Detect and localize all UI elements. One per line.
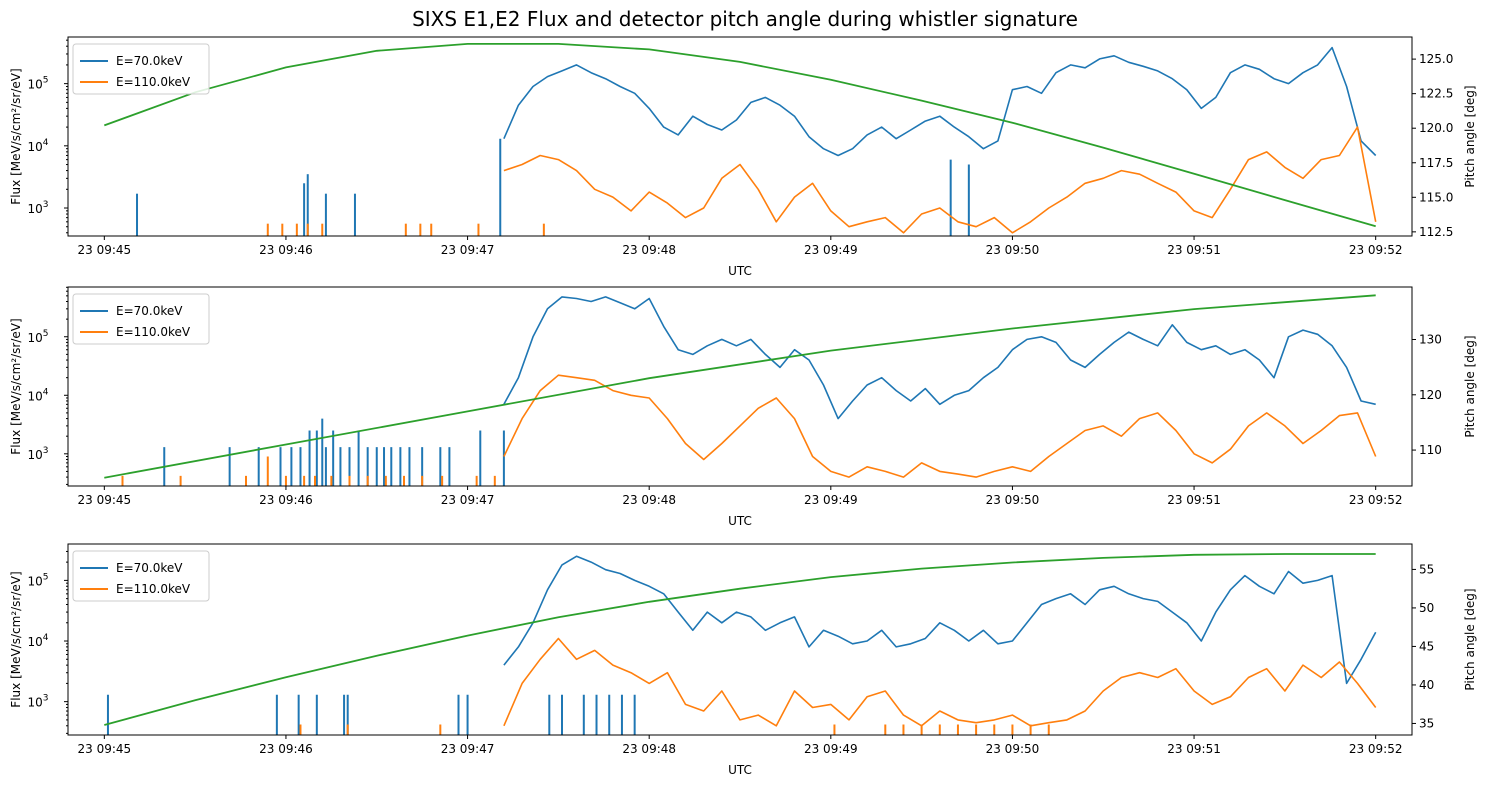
x-tick-label: 23 09:46 bbox=[259, 243, 313, 257]
x-tick-label: 23 09:51 bbox=[1167, 493, 1221, 507]
x-tick-label: 23 09:48 bbox=[622, 742, 676, 756]
y-right-tick-label: 117.5 bbox=[1419, 156, 1453, 170]
y-right-axis-label: Pitch angle [deg] bbox=[1463, 335, 1477, 437]
y-axis-label: Flux [MeV/s/cm²/sr/eV] bbox=[9, 68, 23, 204]
x-tick-label: 23 09:49 bbox=[804, 243, 858, 257]
y-axis-label: Flux [MeV/s/cm²/sr/eV] bbox=[9, 318, 23, 454]
plot-area bbox=[103, 43, 1377, 236]
legend: E=70.0keV E=110.0keV bbox=[72, 293, 210, 345]
x-tick-label: 23 09:51 bbox=[1167, 742, 1221, 756]
y-tick-label: 105 bbox=[27, 329, 48, 345]
x-tick-label: 23 09:52 bbox=[1349, 493, 1403, 507]
y-tick-label: 104 bbox=[27, 387, 48, 403]
y-right-tick-label: 110 bbox=[1419, 443, 1442, 457]
y-right-axis-label: Pitch angle [deg] bbox=[1463, 85, 1477, 187]
x-tick-label: 23 09:48 bbox=[622, 493, 676, 507]
y-right-tick-label: 112.5 bbox=[1419, 225, 1453, 239]
x-tick-label: 23 09:49 bbox=[804, 493, 858, 507]
x-tick-label: 23 09:49 bbox=[804, 742, 858, 756]
x-axis-label: UTC bbox=[728, 763, 752, 777]
y-tick-label: 103 bbox=[27, 446, 48, 462]
series-line-70kev bbox=[503, 555, 1377, 685]
pitch-angle-line bbox=[104, 553, 1376, 726]
legend-label: E=110.0keV bbox=[116, 325, 191, 339]
y-right-tick-label: 125.0 bbox=[1419, 52, 1453, 66]
legend-label: E=70.0keV bbox=[116, 304, 183, 318]
y-right-tick-label: 115.0 bbox=[1419, 190, 1453, 204]
x-tick-label: 23 09:50 bbox=[986, 742, 1040, 756]
y-right-tick-label: 45 bbox=[1419, 639, 1434, 653]
x-axis-label: UTC bbox=[728, 514, 752, 528]
y-tick-label: 104 bbox=[27, 138, 48, 154]
y-tick-label: 103 bbox=[27, 694, 48, 710]
y-right-tick-label: 130 bbox=[1419, 333, 1442, 347]
legend-label: E=110.0keV bbox=[116, 75, 191, 89]
y-right-tick-label: 40 bbox=[1419, 678, 1434, 692]
legend-label: E=110.0keV bbox=[116, 582, 191, 596]
chart-panel-2: 23 09:45 23 09:46 23 09:47 23 09:48 23 09:49… bbox=[9, 286, 1477, 528]
y-right-tick-label: 122.5 bbox=[1419, 87, 1453, 101]
x-tick-label: 23 09:52 bbox=[1349, 742, 1403, 756]
series-line-110kev bbox=[503, 637, 1377, 727]
x-tick-label: 23 09:50 bbox=[986, 493, 1040, 507]
x-tick-label: 23 09:46 bbox=[259, 493, 313, 507]
y-right-tick-label: 120 bbox=[1419, 388, 1442, 402]
y-right-tick-label: 35 bbox=[1419, 716, 1434, 730]
y-tick-label: 103 bbox=[27, 200, 48, 216]
series-line-70kev bbox=[503, 296, 1376, 420]
x-tick-label: 23 09:48 bbox=[622, 243, 676, 257]
x-tick-label: 23 09:51 bbox=[1167, 243, 1221, 257]
axes-frame bbox=[67, 543, 1413, 736]
series-line-70kev bbox=[503, 46, 1377, 157]
plot-area bbox=[104, 553, 1377, 735]
y-right-tick-label: 120.0 bbox=[1419, 121, 1453, 135]
plot-area bbox=[104, 294, 1377, 486]
x-tick-label: 23 09:47 bbox=[441, 493, 495, 507]
x-tick-label: 23 09:45 bbox=[77, 243, 131, 257]
axes-frame bbox=[67, 36, 1413, 237]
x-tick-label: 23 09:47 bbox=[441, 243, 495, 257]
y-axis-label: Flux [MeV/s/cm²/sr/eV] bbox=[9, 571, 23, 707]
figure-title: SIXS E1,E2 Flux and detector pitch angle… bbox=[412, 7, 1078, 31]
legend: E=70.0keV E=110.0keV bbox=[72, 43, 210, 95]
y-right-tick-label: 50 bbox=[1419, 601, 1434, 615]
chart-panel-1: 23 09:45 23 09:46 23 09:47 23 09:48 23 09:49… bbox=[9, 36, 1477, 278]
legend-label: E=70.0keV bbox=[116, 54, 183, 68]
pitch-angle-line bbox=[104, 294, 1376, 479]
y-tick-label: 104 bbox=[27, 633, 48, 649]
x-tick-label: 23 09:45 bbox=[77, 493, 131, 507]
x-tick-label: 23 09:47 bbox=[441, 742, 495, 756]
series-line-110kev bbox=[503, 374, 1377, 478]
chart-panel-3: 23 09:45 23 09:46 23 09:47 23 09:48 23 09:49… bbox=[9, 543, 1477, 777]
x-tick-label: 23 09:45 bbox=[77, 742, 131, 756]
x-axis-label: UTC bbox=[728, 264, 752, 278]
y-right-tick-label: 55 bbox=[1419, 562, 1434, 576]
y-tick-label: 105 bbox=[27, 76, 48, 92]
y-tick-label: 105 bbox=[27, 572, 48, 588]
axes-frame bbox=[67, 286, 1413, 487]
legend: E=70.0keV E=110.0keV bbox=[72, 550, 210, 602]
legend-label: E=70.0keV bbox=[116, 561, 183, 575]
y-right-axis-label: Pitch angle [deg] bbox=[1463, 588, 1477, 690]
x-tick-label: 23 09:52 bbox=[1349, 243, 1403, 257]
x-tick-label: 23 09:50 bbox=[986, 243, 1040, 257]
series-line-110kev bbox=[503, 126, 1377, 234]
pitch-angle-line bbox=[103, 43, 1376, 228]
x-tick-label: 23 09:46 bbox=[259, 742, 313, 756]
